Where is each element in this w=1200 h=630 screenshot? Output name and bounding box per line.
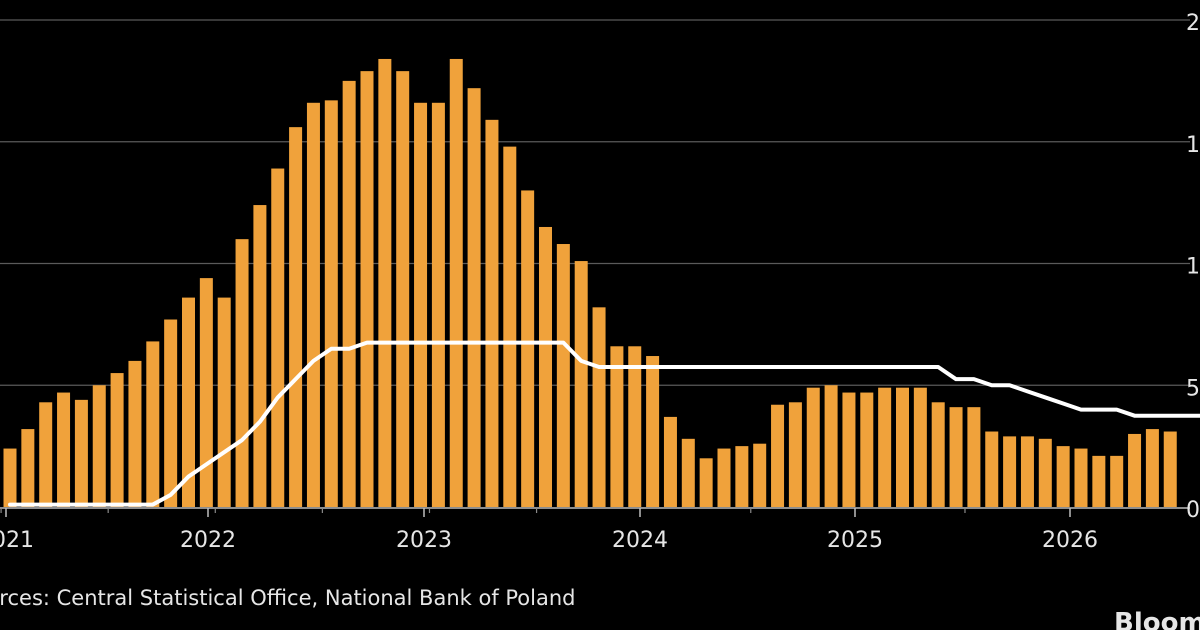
bar [681, 438, 695, 507]
bar [556, 244, 570, 507]
bar [414, 102, 428, 507]
x-tick-label: 2022 [180, 528, 236, 553]
y-tick-label: 15 [1186, 133, 1200, 158]
x-tick-label: 2021 [0, 528, 34, 553]
bar [717, 448, 731, 507]
bar [788, 402, 802, 507]
bar [628, 346, 642, 507]
bar [967, 407, 981, 507]
x-tick-label: 2026 [1042, 528, 1098, 553]
bar [235, 239, 249, 507]
bar-series [3, 58, 1177, 508]
x-axis: 2021 2022 2023 2024 2025 2026 [0, 507, 1190, 553]
bar [699, 458, 713, 507]
bar [92, 385, 106, 507]
bar [271, 168, 285, 507]
bar [735, 446, 749, 507]
bar [931, 402, 945, 507]
bar [1038, 438, 1052, 507]
y-axis: 0 5 10 15 20 [1186, 11, 1200, 523]
bar [1163, 431, 1177, 507]
bar [57, 392, 71, 507]
bar [521, 190, 535, 507]
bar [574, 261, 588, 507]
bar [539, 226, 552, 507]
bar [913, 387, 927, 507]
bar [824, 385, 838, 507]
bar [39, 402, 53, 507]
bar [842, 392, 856, 507]
bar [378, 58, 392, 508]
bar [431, 102, 445, 507]
x-tick-label: 2023 [396, 528, 452, 553]
bar [610, 346, 624, 507]
bar [110, 373, 124, 507]
bar [753, 443, 767, 507]
bar [128, 360, 142, 507]
bar [663, 416, 677, 507]
bar [182, 297, 195, 507]
y-tick-label: 20 [1186, 11, 1200, 36]
bar [449, 58, 463, 508]
bar [646, 356, 660, 507]
bar [324, 100, 338, 507]
brand-logo: Bloomb [1114, 608, 1200, 630]
x-tick-label: 2025 [827, 528, 883, 553]
bar [360, 71, 374, 507]
bar [1128, 433, 1142, 507]
y-tick-label: 10 [1186, 255, 1200, 280]
y-tick-label: 0 [1186, 498, 1200, 523]
bar [949, 407, 963, 507]
bar [503, 146, 517, 507]
bar [306, 102, 320, 507]
bar [771, 404, 785, 507]
bar [1020, 436, 1034, 507]
bar [1003, 436, 1017, 507]
bar [1110, 455, 1124, 507]
line-series [8, 340, 1200, 507]
x-tick-label: 2024 [612, 528, 668, 553]
source-note: urces: Central Statistical Office, Natio… [0, 586, 576, 610]
bar [467, 88, 481, 508]
bar [199, 278, 213, 507]
bar [1074, 448, 1088, 507]
bar [289, 127, 303, 507]
y-tick-label: 5 [1186, 376, 1200, 401]
bar [217, 297, 231, 507]
bar [1145, 429, 1159, 507]
bar [896, 387, 909, 507]
line-path [8, 340, 1200, 507]
bar [164, 319, 178, 507]
bar [3, 448, 17, 507]
bar [878, 387, 892, 507]
bar [21, 429, 35, 507]
bar [1056, 446, 1070, 507]
bar [74, 399, 88, 507]
bar [860, 392, 874, 507]
bar [985, 431, 999, 507]
bar [1092, 455, 1106, 507]
bar [806, 387, 820, 507]
bar [146, 341, 160, 507]
bar [396, 71, 410, 507]
bar [592, 307, 606, 507]
bar [342, 80, 356, 507]
bar [253, 205, 267, 507]
bar [485, 119, 499, 508]
